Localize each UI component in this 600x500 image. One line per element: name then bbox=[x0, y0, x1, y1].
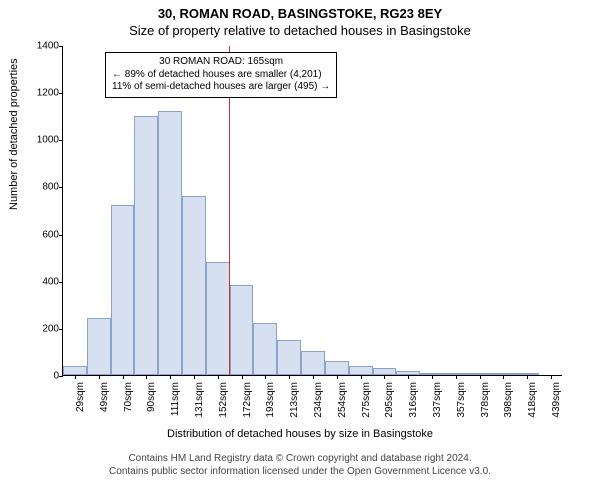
x-tick-label: 275sqm bbox=[361, 382, 372, 422]
annotation-line2: ← 89% of detached houses are smaller (4,… bbox=[112, 69, 330, 82]
histogram-bar bbox=[182, 196, 206, 375]
chart-footer: Contains HM Land Registry data © Crown c… bbox=[0, 452, 600, 478]
x-tick-mark bbox=[361, 375, 362, 379]
y-tick-mark bbox=[59, 376, 63, 377]
x-tick-label: 172sqm bbox=[242, 382, 253, 422]
x-tick-label: 213sqm bbox=[289, 382, 300, 422]
x-axis-label: Distribution of detached houses by size … bbox=[0, 428, 600, 440]
annotation-line3: 11% of semi-detached houses are larger (… bbox=[112, 81, 330, 94]
x-tick-label: 254sqm bbox=[337, 382, 348, 422]
x-tick-label: 357sqm bbox=[456, 382, 467, 422]
x-tick-label: 49sqm bbox=[99, 382, 110, 422]
x-tick-label: 337sqm bbox=[432, 382, 443, 422]
histogram-bar bbox=[134, 116, 158, 375]
x-tick-mark bbox=[242, 375, 243, 379]
y-tick-label: 1400 bbox=[25, 41, 59, 52]
x-tick-label: 29sqm bbox=[75, 382, 86, 422]
x-tick-mark bbox=[551, 375, 552, 379]
y-tick-label: 1000 bbox=[25, 135, 59, 146]
histogram-bar bbox=[63, 366, 87, 375]
x-tick-label: 418sqm bbox=[527, 382, 538, 422]
histogram-bar bbox=[111, 205, 135, 375]
x-tick-label: 378sqm bbox=[480, 382, 491, 422]
x-tick-mark bbox=[146, 375, 147, 379]
x-tick-label: 70sqm bbox=[123, 382, 134, 422]
x-tick-mark bbox=[170, 375, 171, 379]
x-tick-label: 131sqm bbox=[194, 382, 205, 422]
x-tick-mark bbox=[265, 375, 266, 379]
x-tick-mark bbox=[480, 375, 481, 379]
x-tick-label: 234sqm bbox=[313, 382, 324, 422]
x-tick-mark bbox=[218, 375, 219, 379]
y-tick-mark bbox=[59, 329, 63, 330]
y-tick-label: 400 bbox=[25, 276, 59, 287]
x-tick-label: 111sqm bbox=[170, 382, 181, 422]
histogram-bar bbox=[373, 368, 397, 375]
histogram-bar bbox=[87, 318, 111, 375]
x-tick-mark bbox=[194, 375, 195, 379]
x-tick-mark bbox=[123, 375, 124, 379]
y-tick-mark bbox=[59, 140, 63, 141]
y-tick-label: 600 bbox=[25, 229, 59, 240]
x-tick-label: 398sqm bbox=[503, 382, 514, 422]
x-tick-mark bbox=[456, 375, 457, 379]
histogram-bar bbox=[158, 111, 182, 375]
x-tick-mark bbox=[527, 375, 528, 379]
x-tick-label: 439sqm bbox=[551, 382, 562, 422]
x-tick-mark bbox=[384, 375, 385, 379]
x-tick-mark bbox=[432, 375, 433, 379]
y-tick-mark bbox=[59, 235, 63, 236]
histogram-bar bbox=[230, 285, 254, 375]
y-tick-mark bbox=[59, 282, 63, 283]
x-tick-label: 295sqm bbox=[384, 382, 395, 422]
x-tick-label: 152sqm bbox=[218, 382, 229, 422]
footer-line2: Contains public sector information licen… bbox=[0, 465, 600, 478]
y-tick-mark bbox=[59, 46, 63, 47]
x-tick-mark bbox=[337, 375, 338, 379]
x-tick-mark bbox=[75, 375, 76, 379]
y-tick-label: 0 bbox=[25, 371, 59, 382]
y-tick-label: 200 bbox=[25, 323, 59, 334]
histogram-bar bbox=[277, 340, 301, 375]
histogram-bar bbox=[349, 366, 373, 375]
x-tick-label: 193sqm bbox=[265, 382, 276, 422]
y-tick-label: 800 bbox=[25, 182, 59, 193]
histogram-bar bbox=[301, 351, 325, 375]
x-tick-mark bbox=[99, 375, 100, 379]
x-tick-mark bbox=[289, 375, 290, 379]
x-tick-label: 316sqm bbox=[408, 382, 419, 422]
histogram-bar bbox=[325, 361, 349, 375]
y-tick-mark bbox=[59, 93, 63, 94]
x-tick-label: 90sqm bbox=[146, 382, 157, 422]
histogram-bar bbox=[253, 323, 277, 375]
footer-line1: Contains HM Land Registry data © Crown c… bbox=[0, 452, 600, 465]
y-tick-mark bbox=[59, 187, 63, 188]
x-tick-mark bbox=[503, 375, 504, 379]
x-tick-mark bbox=[408, 375, 409, 379]
x-tick-mark bbox=[313, 375, 314, 379]
y-tick-label: 1200 bbox=[25, 88, 59, 99]
annotation-line1: 30 ROMAN ROAD: 165sqm bbox=[112, 56, 330, 69]
histogram-bar bbox=[206, 262, 230, 375]
chart-title-desc: Size of property relative to detached ho… bbox=[0, 21, 600, 38]
chart-plot-area: 020040060080010001200140029sqm49sqm70sqm… bbox=[62, 46, 562, 376]
annotation-box: 30 ROMAN ROAD: 165sqm← 89% of detached h… bbox=[105, 52, 337, 98]
y-axis-label: Number of detached properties bbox=[8, 58, 20, 210]
chart-title-address: 30, ROMAN ROAD, BASINGSTOKE, RG23 8EY bbox=[0, 0, 600, 21]
